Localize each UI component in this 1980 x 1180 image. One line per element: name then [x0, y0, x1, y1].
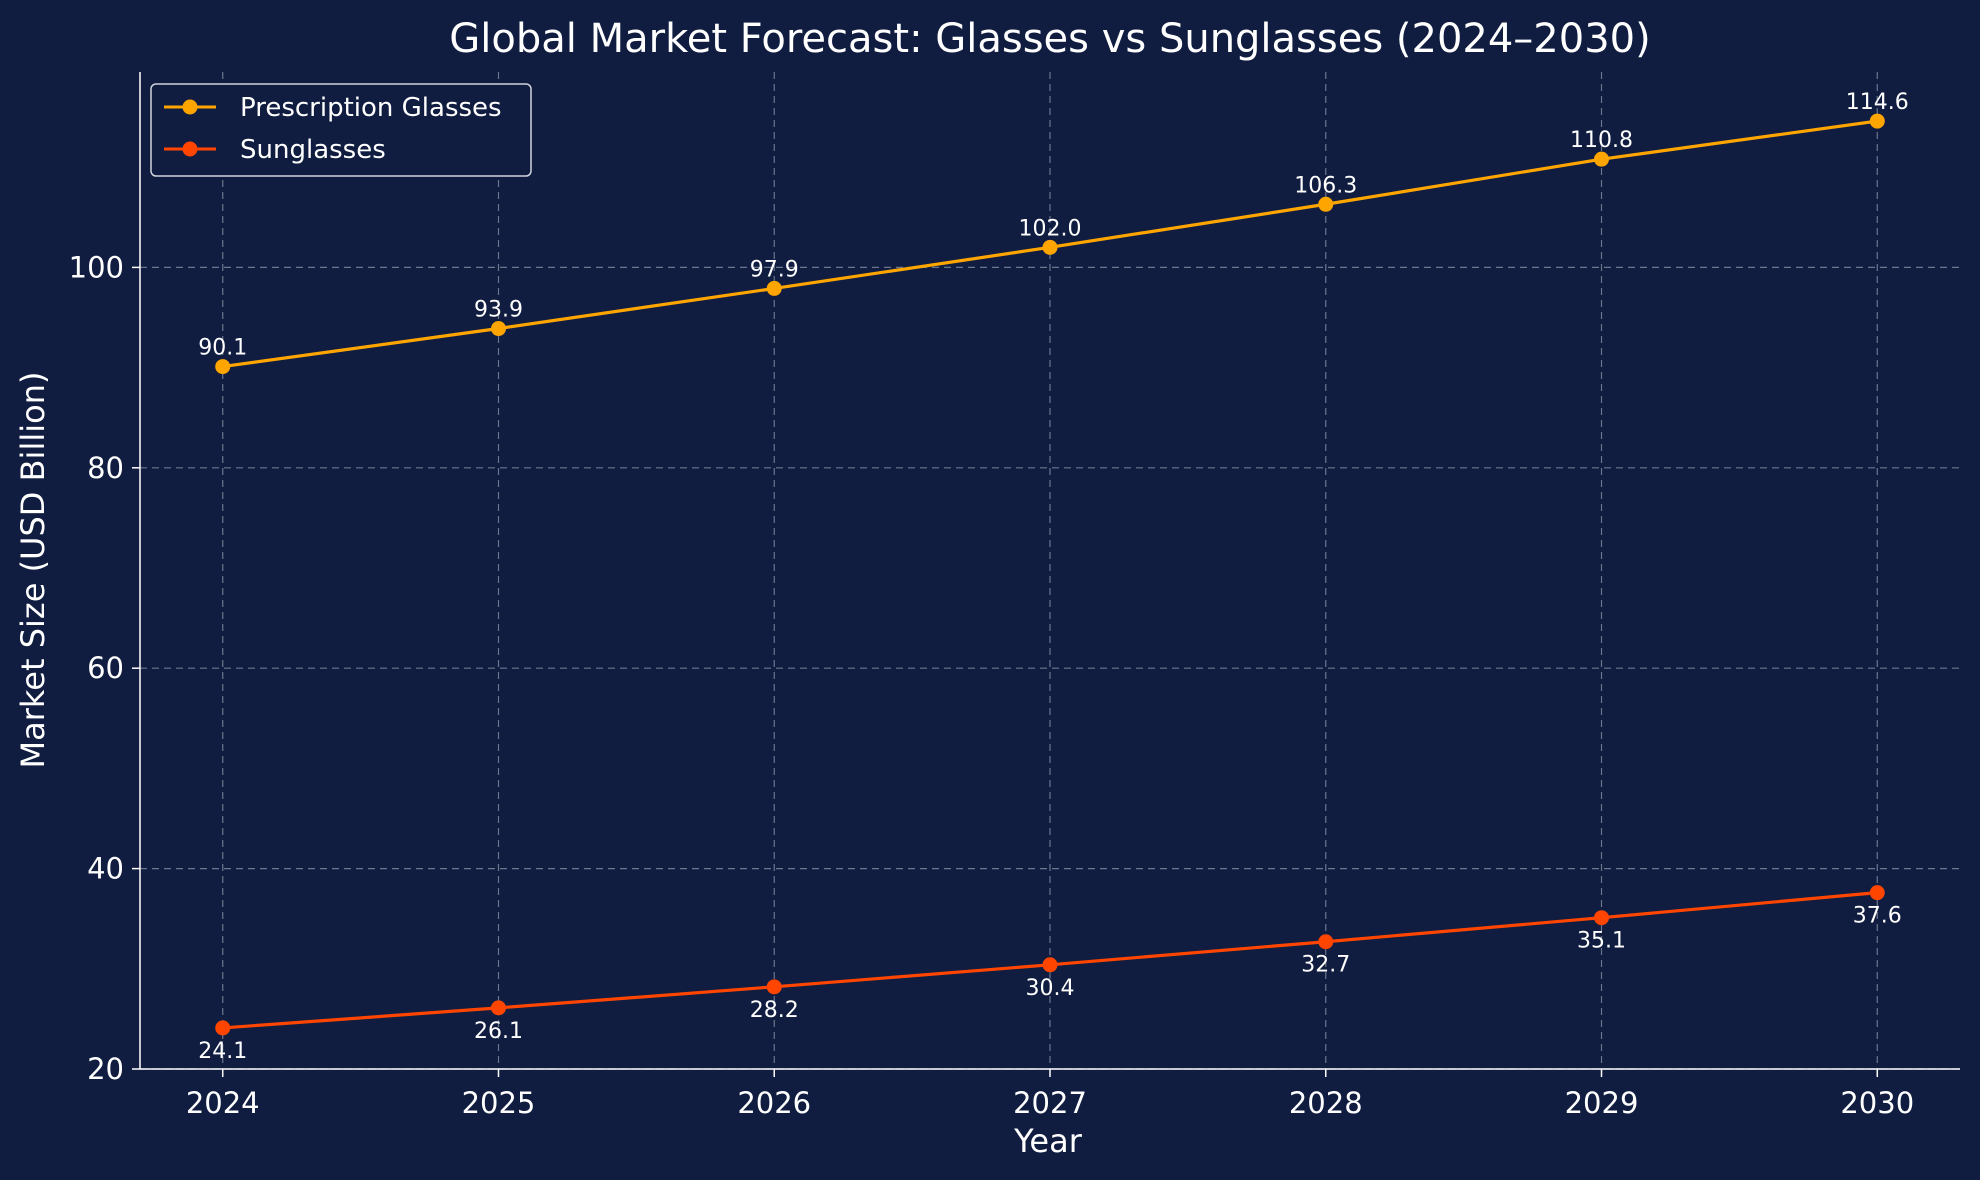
data-point-prescription-glasses	[490, 321, 506, 337]
data-label-prescription-glasses: 93.9	[474, 298, 523, 323]
legend-label-prescription-glasses: Prescription Glasses	[240, 93, 502, 123]
legend-box	[150, 83, 532, 177]
data-label-prescription-glasses: 97.9	[750, 257, 799, 282]
y-tick-label: 80	[87, 451, 124, 485]
data-point-prescription-glasses	[1869, 113, 1885, 129]
x-tick-label: 2026	[737, 1086, 811, 1120]
data-label-sunglasses: 28.2	[750, 998, 799, 1023]
data-point-sunglasses	[1594, 910, 1610, 926]
data-label-prescription-glasses: 114.6	[1846, 90, 1909, 115]
data-point-sunglasses	[766, 979, 782, 995]
data-label-prescription-glasses: 110.8	[1570, 128, 1633, 153]
data-point-sunglasses	[1318, 934, 1334, 950]
data-point-sunglasses	[215, 1020, 231, 1036]
data-point-sunglasses	[1042, 957, 1058, 973]
legend-marker-prescription-glasses	[182, 99, 198, 115]
y-ticks: 20 40 60 80 100	[69, 250, 140, 1086]
legend-label-sunglasses: Sunglasses	[240, 135, 386, 165]
y-tick-label: 40	[87, 852, 124, 886]
x-tick-label: 2029	[1565, 1086, 1639, 1120]
x-ticks: 2024 2025 2026 2027 2028 2029 2030	[186, 1069, 1914, 1120]
data-label-prescription-glasses: 90.1	[198, 336, 247, 361]
data-point-sunglasses	[1869, 885, 1885, 901]
data-label-sunglasses: 24.1	[198, 1039, 247, 1064]
legend-marker-sunglasses	[182, 141, 198, 157]
x-tick-label: 2024	[186, 1086, 260, 1120]
series-lines	[215, 113, 1885, 1036]
data-point-prescription-glasses	[1042, 239, 1058, 255]
x-tick-label: 2030	[1840, 1086, 1914, 1120]
y-tick-label: 20	[87, 1052, 124, 1086]
data-point-prescription-glasses	[766, 280, 782, 296]
data-label-sunglasses: 32.7	[1301, 953, 1350, 978]
y-tick-label: 100	[69, 250, 124, 284]
data-label-sunglasses: 35.1	[1577, 929, 1626, 954]
data-point-sunglasses	[490, 1000, 506, 1016]
x-tick-label: 2027	[1013, 1086, 1087, 1120]
data-point-prescription-glasses	[1318, 196, 1334, 212]
y-axis-label: Market Size (USD Billion)	[14, 372, 52, 769]
data-point-prescription-glasses	[215, 359, 231, 375]
data-point-prescription-glasses	[1594, 151, 1610, 167]
data-label-prescription-glasses: 102.0	[1019, 216, 1082, 241]
data-label-prescription-glasses: 106.3	[1294, 173, 1357, 198]
data-labels: 90.1 93.9 97.9 102.0 106.3 110.8 114.6 24.1 26.1…	[198, 90, 1909, 1064]
x-tick-label: 2025	[462, 1086, 536, 1120]
chart-title: Global Market Forecast: Glasses vs Sungl…	[449, 16, 1650, 62]
data-label-sunglasses: 37.6	[1853, 904, 1902, 929]
legend: Prescription Glasses Sunglasses	[150, 83, 532, 177]
x-axis-label: Year	[1013, 1122, 1083, 1160]
data-label-sunglasses: 30.4	[1026, 976, 1075, 1001]
y-tick-label: 60	[87, 651, 124, 685]
x-tick-label: 2028	[1289, 1086, 1363, 1120]
data-label-sunglasses: 26.1	[474, 1019, 523, 1044]
